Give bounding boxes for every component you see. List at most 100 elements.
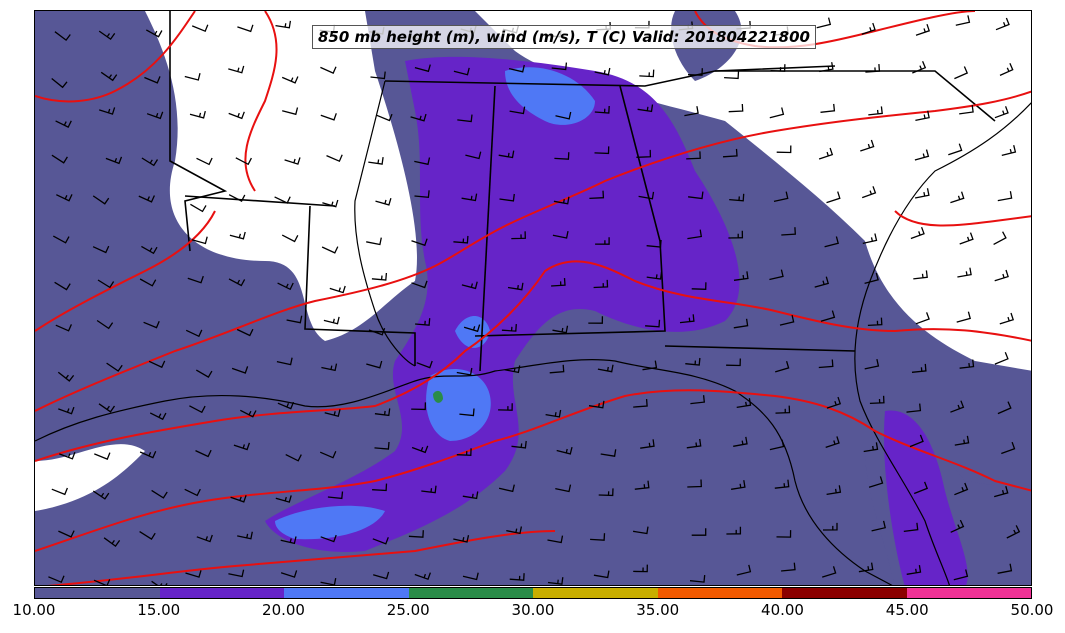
wind-barb: [679, 314, 695, 324]
wind-barb: [415, 318, 431, 326]
colorbar-segment-6: [782, 588, 907, 598]
wind-barb: [775, 405, 791, 414]
wind-barb: [863, 442, 879, 453]
wind-barb: [869, 395, 885, 405]
wind-speed-shading: [35, 11, 1031, 585]
wind-barb: [633, 564, 648, 573]
wind-barb: [190, 203, 207, 213]
wind-barb: [634, 480, 650, 490]
wind-barb: [824, 236, 839, 248]
wind-barb: [196, 157, 213, 166]
wind-barb: [237, 24, 254, 33]
wind-barb: [376, 113, 393, 122]
wind-barb: [371, 272, 388, 281]
wind-barb: [816, 17, 832, 29]
wind-barb: [953, 569, 969, 581]
wind-barb: [814, 276, 830, 288]
wind-barb: [144, 76, 161, 84]
wind-barb: [736, 564, 752, 576]
wind-barb: [956, 311, 971, 323]
wind-barb: [597, 364, 614, 373]
wind-barb: [322, 199, 339, 208]
wind-barb: [826, 485, 842, 496]
colorbar: [34, 587, 1032, 599]
wind-barbs: [48, 15, 1021, 585]
wind-barb: [94, 452, 111, 460]
wind-barb: [508, 64, 525, 73]
wind-barb: [997, 563, 1013, 574]
state-border: [169, 11, 228, 252]
wind-barb: [281, 234, 299, 243]
wind-barb: [915, 312, 930, 325]
wind-barb: [320, 113, 337, 121]
wind-barb: [736, 398, 752, 409]
wind-barb: [769, 439, 785, 451]
wind-barb: [997, 401, 1012, 415]
wind-barb: [368, 157, 384, 165]
wind-barb: [411, 445, 429, 454]
wind-barb: [99, 107, 116, 115]
wind-barb: [820, 103, 836, 113]
wind-barb: [228, 569, 245, 578]
wind-barb: [58, 406, 75, 415]
wind-barb: [504, 365, 521, 374]
wind-barb: [52, 235, 70, 244]
wind-barb: [733, 436, 748, 447]
wind-barb: [411, 402, 427, 411]
wind-barb: [818, 359, 834, 369]
wind-barb: [184, 488, 201, 497]
wind-barb: [954, 435, 970, 446]
wind-barb: [149, 412, 167, 421]
colorbar-label: 15.00: [137, 601, 181, 619]
wind-barb: [51, 77, 68, 89]
wind-barb: [498, 484, 515, 493]
wind-barb: [191, 236, 208, 245]
wind-barb: [275, 20, 292, 29]
wind-barb: [595, 237, 610, 245]
wind-barb: [594, 146, 610, 155]
colorbar-labels: 10.00 15.00 20.00 25.00 30.00 35.00 40.00 45.00…: [0, 600, 1065, 624]
wind-barb: [589, 190, 605, 200]
wind-barb: [58, 530, 75, 538]
wind-barb: [141, 157, 159, 167]
wind-barb: [457, 114, 473, 123]
map-canvas: [35, 11, 1031, 585]
wind-barb: [868, 106, 883, 116]
wind-barb: [636, 149, 652, 158]
colorbar-label: 50.00: [1010, 601, 1054, 619]
wind-barb: [506, 526, 523, 535]
wind-barb: [819, 62, 834, 73]
wind-barb: [733, 271, 749, 281]
wind-barb: [997, 191, 1013, 202]
wind-barb: [552, 230, 569, 239]
wind-barb: [915, 110, 930, 122]
wind-barb: [773, 191, 789, 203]
wind-barb: [282, 107, 299, 116]
wind-barb: [909, 434, 924, 448]
wind-barb: [688, 191, 704, 200]
wind-barb: [374, 408, 391, 417]
temperature-contour: [894, 210, 1031, 227]
wind-barb: [323, 316, 340, 325]
wind-barb: [368, 327, 386, 336]
wind-barb: [728, 230, 744, 239]
wind-barb: [373, 571, 390, 580]
wind-barb: [588, 400, 605, 409]
colorbar-label: 25.00: [386, 601, 430, 619]
wind-barb: [151, 580, 168, 585]
wind-barb: [685, 357, 701, 366]
wind-barb: [950, 519, 965, 533]
state-border: [184, 195, 336, 207]
temperature-contour: [35, 11, 196, 103]
wind-barb: [639, 69, 655, 78]
wind-barb: [640, 439, 655, 449]
wind-barb: [646, 239, 662, 248]
wind-barb: [185, 329, 203, 338]
wind-barb: [139, 531, 156, 540]
wind-barb: [411, 280, 428, 289]
wind-barb: [105, 156, 123, 165]
map-title: 850 mb height (m), wind (m/s), T (C) Val…: [312, 25, 816, 49]
wind-barb: [955, 15, 971, 26]
wind-barb: [722, 148, 738, 158]
shade-region-peak: [433, 390, 443, 403]
